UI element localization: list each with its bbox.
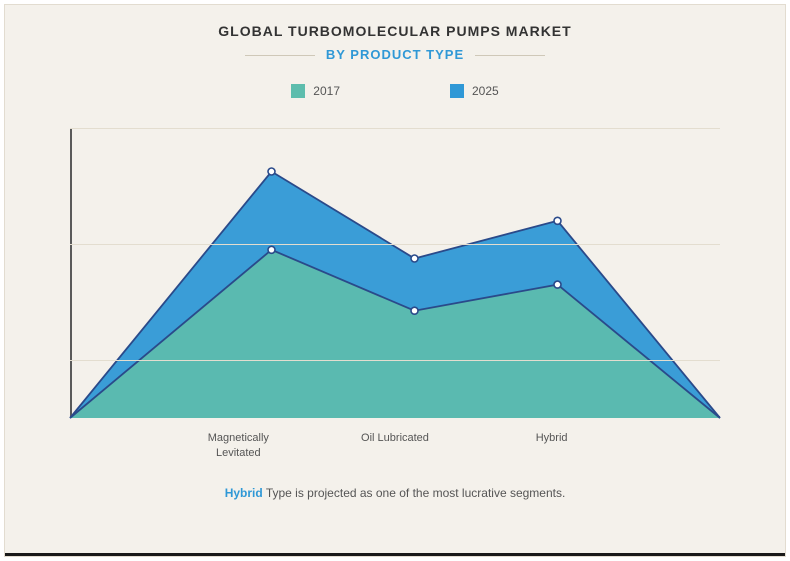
- legend-label-2017: 2017: [313, 84, 340, 98]
- caption: Hybrid Type is projected as one of the m…: [5, 486, 785, 500]
- legend-label-2025: 2025: [472, 84, 499, 98]
- x-axis-labels: Magnetically Levitated Oil Lubricated Hy…: [70, 431, 720, 460]
- legend-item-2025: 2025: [450, 84, 499, 98]
- gridline: [70, 244, 720, 245]
- x-label-0: Magnetically Levitated: [188, 431, 288, 460]
- marker-2017-2: [411, 307, 418, 314]
- bottom-rule: [5, 553, 785, 556]
- marker-2025-2: [411, 255, 418, 262]
- x-label-1: Oil Lubricated: [345, 431, 445, 460]
- caption-highlight: Hybrid: [225, 486, 263, 500]
- chart-card: GLOBAL TURBOMOLECULAR PUMPS MARKET BY PR…: [4, 4, 786, 557]
- chart-area: Magnetically Levitated Oil Lubricated Hy…: [70, 128, 720, 418]
- legend-swatch-2025: [450, 84, 464, 98]
- chart-subtitle: BY PRODUCT TYPE: [5, 39, 785, 62]
- marker-2017-3: [554, 281, 561, 288]
- legend-swatch-2017: [291, 84, 305, 98]
- legend-item-2017: 2017: [291, 84, 340, 98]
- x-label-2: Hybrid: [502, 431, 602, 460]
- caption-rest: Type is projected as one of the most luc…: [263, 486, 566, 500]
- marker-2017-1: [268, 246, 275, 253]
- marker-2025-1: [268, 168, 275, 175]
- gridline: [70, 360, 720, 361]
- chart-title: GLOBAL TURBOMOLECULAR PUMPS MARKET: [5, 5, 785, 39]
- gridline: [70, 128, 720, 129]
- legend: 2017 2025: [5, 84, 785, 98]
- marker-2025-3: [554, 217, 561, 224]
- plot-svg: [70, 128, 720, 418]
